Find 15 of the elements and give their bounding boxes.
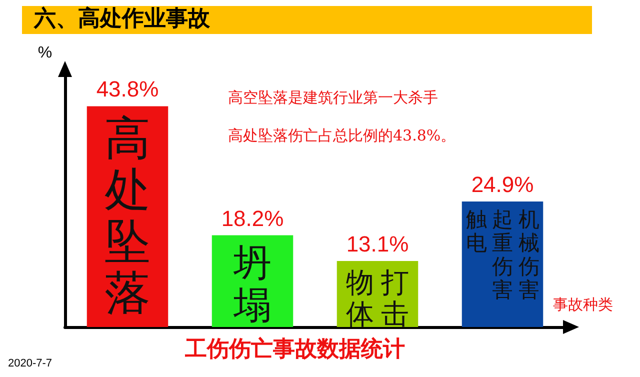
annotation: 高处坠落伤亡占总比例的43.8%。 <box>228 126 456 144</box>
x-axis-title: 事故种类 <box>553 296 613 314</box>
y-axis-title: % <box>38 44 52 62</box>
text: 工伤伤亡事故数据统计 <box>184 336 405 362</box>
text: 2020-7-7 <box>8 358 52 370</box>
data-label: 13.1% <box>346 231 409 256</box>
data-label: 43.8% <box>96 76 159 102</box>
data-label: 18.2% <box>221 206 284 231</box>
chart-title: 六、高处作业事故 <box>33 6 211 32</box>
x-tick-label: 物体打击 <box>346 266 409 331</box>
x-tick-label: 坍塌 <box>232 240 272 328</box>
annotation: 高空坠落是建筑行业第一大杀手 <box>228 88 438 106</box>
category-label: 触电起重伤害机械伤害 <box>466 207 540 302</box>
x-tick-label: 高处坠落 <box>104 111 150 320</box>
data-label: 24.9% <box>471 172 534 198</box>
